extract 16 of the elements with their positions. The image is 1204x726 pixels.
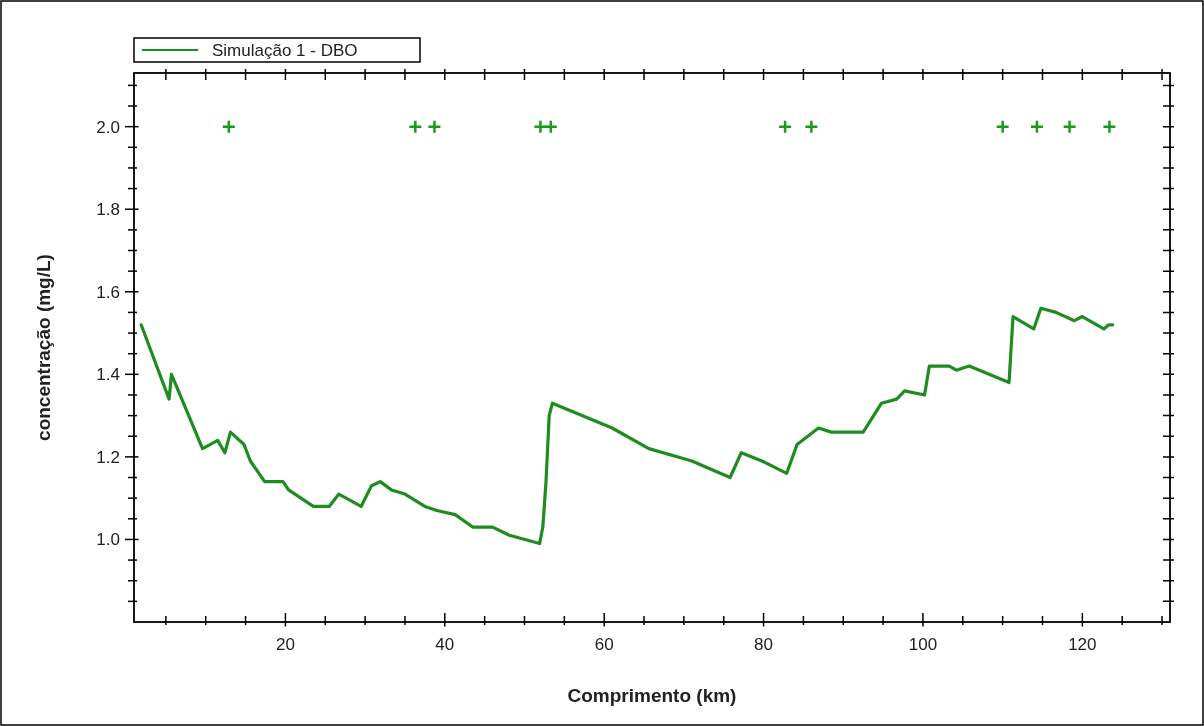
line-series bbox=[139, 306, 1115, 546]
legend-label: Simulação 1 - DBO bbox=[212, 41, 358, 60]
x-tick-label: 40 bbox=[435, 635, 455, 654]
y-tick-label: 1.4 bbox=[96, 365, 120, 385]
x-tick-label: 20 bbox=[275, 635, 295, 654]
x-tick-label: 80 bbox=[754, 635, 774, 654]
x-tick-label: 120 bbox=[1068, 635, 1097, 654]
y-tick-label: 1.6 bbox=[96, 282, 120, 302]
y-tick-label: 1.8 bbox=[96, 200, 120, 220]
y-tick-label: 1.0 bbox=[96, 530, 120, 550]
y-axis-title: concentração (mg/L) bbox=[33, 254, 54, 441]
y-tick-label: 1.2 bbox=[96, 447, 120, 467]
x-tick-label: 60 bbox=[594, 635, 614, 654]
x-tick-label: 100 bbox=[908, 635, 938, 654]
x-axis-title: Comprimento (km) bbox=[567, 685, 737, 706]
y-tick-label: 2.0 bbox=[96, 117, 120, 137]
